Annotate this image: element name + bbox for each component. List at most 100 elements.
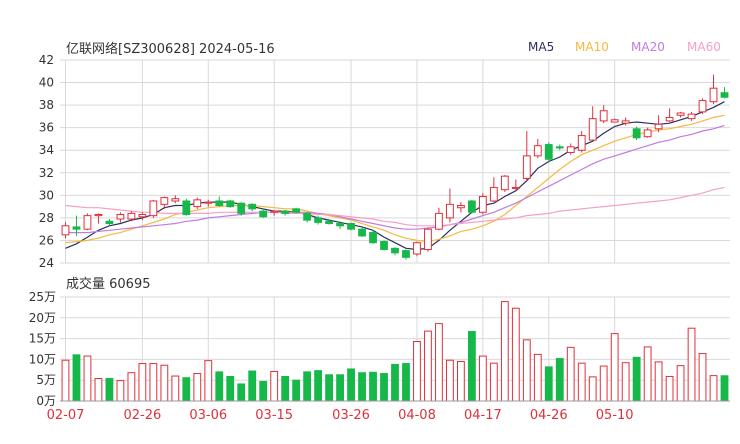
candle-body <box>138 214 147 218</box>
date-x-axis: 02-07 02-26 03-06 03-15 03-26 04-08 04-17 04-26… <box>47 400 730 423</box>
candle <box>336 221 344 230</box>
candle-body <box>237 202 246 214</box>
candle <box>402 249 410 260</box>
volume-bar <box>149 363 158 402</box>
moving-average-lines <box>65 101 725 251</box>
volume-bar <box>94 378 103 402</box>
candle <box>259 208 268 218</box>
candle <box>215 196 224 207</box>
candle <box>325 220 334 225</box>
candle <box>489 177 498 203</box>
volume-tick-label: 5万 <box>36 373 56 387</box>
volume-bar <box>467 331 476 402</box>
legend-ma20: MA20 <box>631 40 665 54</box>
candle <box>511 179 520 190</box>
candle-body <box>413 242 421 255</box>
candle <box>709 74 718 104</box>
candle-body <box>292 208 301 213</box>
volume-bar <box>281 375 290 402</box>
candle-body <box>160 197 169 205</box>
volume-bar <box>478 355 487 402</box>
candle-body <box>424 228 432 250</box>
volume-tick-label: 25万 <box>29 290 56 304</box>
legend-ma5: MA5 <box>528 40 554 54</box>
volume-title: 成交量 60695 <box>66 276 151 292</box>
candle <box>522 131 531 181</box>
candle <box>610 118 619 123</box>
candlesticks <box>61 74 729 260</box>
candle <box>270 209 279 216</box>
candle-body <box>720 92 729 98</box>
candle-body <box>380 241 388 250</box>
candle-body <box>555 146 564 149</box>
candle-body <box>533 145 542 157</box>
price-tick-label: 34 <box>39 143 54 157</box>
candle-body <box>709 87 718 103</box>
volume-bar <box>204 360 213 402</box>
candle-body <box>369 232 377 244</box>
candle <box>182 198 191 216</box>
candle <box>588 106 597 142</box>
candle-body <box>544 144 553 160</box>
chart-title: 亿联网络[SZ300628] 2024-05-16 <box>66 41 275 57</box>
volume-bar <box>314 370 323 402</box>
candle-body <box>127 212 136 220</box>
candle <box>446 188 454 223</box>
date-tick-label: 04-26 <box>530 408 568 423</box>
candle <box>193 197 202 209</box>
candle-body <box>336 223 344 227</box>
volume-bar <box>424 330 432 402</box>
candle <box>544 142 553 162</box>
candle-body <box>446 203 454 219</box>
volume-bar <box>610 333 619 402</box>
volume-bar <box>347 368 355 402</box>
volume-bar <box>643 346 652 402</box>
price-tick-label: 40 <box>39 76 54 90</box>
volume-bar <box>555 358 564 402</box>
ma-line-ma20 <box>65 124 725 234</box>
volume-bar <box>720 375 729 402</box>
volume-bar <box>171 375 180 402</box>
volume-tick-label: 15万 <box>29 332 56 346</box>
candle <box>500 175 509 192</box>
volume-bar <box>380 373 388 402</box>
candle <box>654 115 663 133</box>
candle-body <box>665 117 674 122</box>
volume-bar <box>303 371 312 402</box>
candle-body <box>281 210 290 214</box>
candle-body <box>456 204 465 209</box>
ma-line-ma10 <box>65 114 725 244</box>
candle-body <box>72 226 81 230</box>
candle-body <box>226 200 235 208</box>
volume-tick-label: 20万 <box>29 311 56 325</box>
volume-bar <box>544 366 553 402</box>
date-tick-label: 03-26 <box>332 408 370 423</box>
legend-ma60: MA60 <box>687 40 721 54</box>
price-tick-label: 26 <box>39 233 54 247</box>
volume-tick-label: 0万 <box>36 394 56 408</box>
volume-bar <box>709 375 718 402</box>
date-tick-label: 03-06 <box>189 408 227 423</box>
candle <box>94 213 103 224</box>
candle-body <box>566 146 575 153</box>
volume-bar <box>402 363 410 402</box>
volume-bar <box>665 375 674 402</box>
candle-body <box>303 212 312 221</box>
legend-ma10: MA10 <box>575 40 609 54</box>
candle-body <box>182 200 191 216</box>
volume-bar <box>446 359 454 402</box>
candle <box>171 195 180 204</box>
candle-body <box>467 200 476 213</box>
volume-bar <box>358 372 366 402</box>
volume-bar <box>676 365 685 402</box>
candle <box>237 202 246 216</box>
volume-bar <box>577 362 586 402</box>
candle-body <box>402 250 410 258</box>
candle <box>292 207 301 214</box>
candle-body <box>116 214 125 220</box>
candle <box>478 193 487 215</box>
candle-body <box>654 123 663 130</box>
volume-bar <box>391 363 399 402</box>
candle-body <box>577 135 586 151</box>
